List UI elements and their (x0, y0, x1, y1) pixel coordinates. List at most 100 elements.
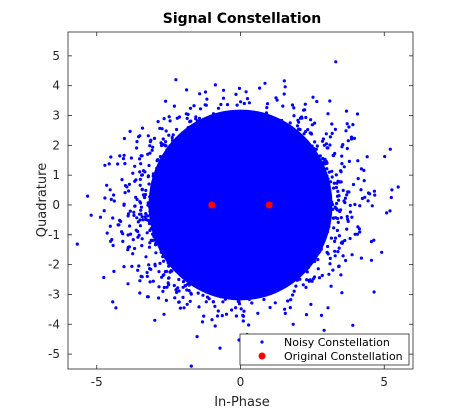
noisy-point (276, 161, 279, 164)
noisy-point (183, 157, 186, 160)
noisy-point (178, 195, 181, 198)
noisy-point (198, 92, 201, 95)
noisy-point (194, 117, 197, 120)
noisy-point (221, 249, 224, 252)
noisy-point (283, 308, 286, 311)
noisy-point (353, 137, 356, 140)
noisy-point (307, 183, 310, 186)
noisy-point (181, 171, 184, 174)
noisy-point (198, 117, 201, 120)
y-axis-label: Quadrature (35, 163, 50, 237)
noisy-point (269, 276, 272, 279)
noisy-point (325, 174, 328, 177)
noisy-point (319, 154, 322, 157)
noisy-point (373, 194, 376, 197)
noisy-point (292, 203, 295, 206)
noisy-point (247, 149, 250, 152)
noisy-point (271, 135, 274, 138)
noisy-point (122, 157, 125, 160)
noisy-point (105, 184, 108, 187)
noisy-point (228, 115, 231, 118)
noisy-point (295, 265, 298, 268)
noisy-point (324, 210, 327, 213)
noisy-point (319, 169, 322, 172)
noisy-point (350, 136, 353, 139)
noisy-point (226, 245, 229, 248)
noisy-point (247, 116, 250, 119)
noisy-point (214, 181, 217, 184)
noisy-point (165, 299, 168, 302)
noisy-point (213, 305, 216, 308)
noisy-point (245, 186, 248, 189)
noisy-point (316, 250, 319, 253)
noisy-point (215, 242, 218, 245)
noisy-point (200, 278, 203, 281)
noisy-point (314, 202, 317, 205)
noisy-point (166, 210, 169, 213)
noisy-point (183, 191, 186, 194)
noisy-point (221, 211, 224, 214)
noisy-point (191, 187, 194, 190)
noisy-point (190, 169, 193, 172)
noisy-point (179, 207, 182, 210)
noisy-point (230, 145, 233, 148)
noisy-point (177, 236, 180, 239)
noisy-point (155, 191, 158, 194)
noisy-point (280, 162, 283, 165)
noisy-point (259, 222, 262, 225)
noisy-point (235, 195, 238, 198)
noisy-point (197, 154, 200, 157)
noisy-point (315, 206, 318, 209)
noisy-point (325, 219, 328, 222)
noisy-point (358, 204, 361, 207)
noisy-point (156, 159, 159, 162)
noisy-point (209, 127, 212, 130)
noisy-point (303, 142, 306, 145)
y-tick-label: -2 (48, 258, 60, 272)
noisy-point (373, 190, 376, 193)
noisy-point (138, 134, 141, 137)
noisy-point (139, 209, 142, 212)
noisy-point (275, 237, 278, 240)
noisy-point (337, 194, 340, 197)
noisy-point (136, 198, 139, 201)
noisy-point (260, 175, 263, 178)
noisy-point (131, 252, 134, 255)
noisy-point (229, 265, 232, 268)
noisy-point (208, 175, 211, 178)
noisy-point (229, 257, 232, 260)
noisy-point (234, 269, 237, 272)
noisy-point (173, 105, 176, 108)
noisy-point (169, 168, 172, 171)
noisy-point (111, 300, 114, 303)
noisy-point (211, 291, 214, 294)
noisy-point (292, 114, 295, 117)
noisy-point (162, 239, 165, 242)
noisy-point (296, 124, 299, 127)
noisy-point (301, 212, 304, 215)
noisy-point (304, 235, 307, 238)
noisy-point (149, 140, 152, 143)
noisy-point (339, 273, 342, 276)
noisy-point (233, 200, 236, 203)
noisy-point (271, 178, 274, 181)
noisy-point (200, 217, 203, 220)
noisy-point (248, 101, 251, 104)
noisy-point (165, 249, 168, 252)
noisy-point (164, 144, 167, 147)
noisy-point (289, 162, 292, 165)
noisy-point (207, 233, 210, 236)
noisy-point (268, 188, 271, 191)
noisy-point (221, 194, 224, 197)
noisy-point (235, 215, 238, 218)
noisy-point (328, 99, 331, 102)
noisy-point (103, 209, 106, 212)
noisy-point (271, 235, 274, 238)
noisy-point (329, 257, 332, 260)
noisy-point (325, 161, 328, 164)
noisy-point (225, 280, 228, 283)
noisy-point (235, 172, 238, 175)
noisy-point (203, 190, 206, 193)
noisy-point (189, 107, 192, 110)
noisy-point (353, 203, 356, 206)
